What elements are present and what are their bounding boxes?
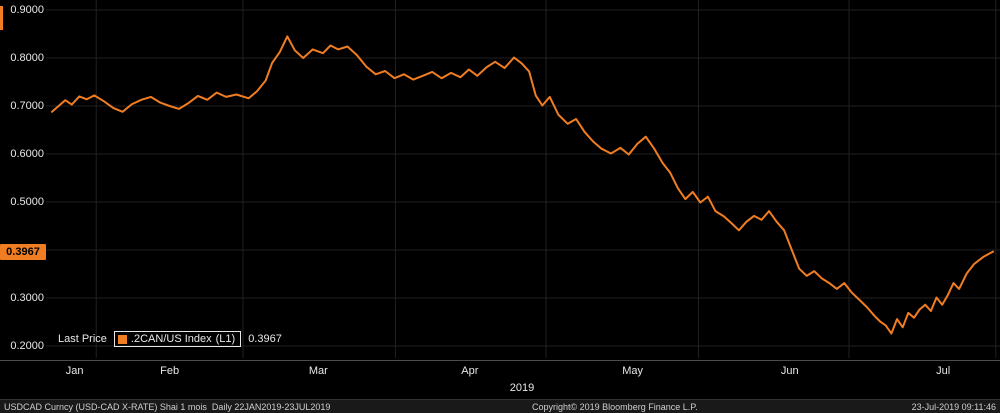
y-tick-label: 0.7000	[10, 100, 44, 112]
timestamp: 23-Jul-2019 09:11:46	[911, 402, 996, 412]
last-price-value: 0.3967	[6, 245, 40, 258]
security-description: USDCAD Curncy (USD-CAD X-RATE) Shai 1 mo…	[4, 402, 331, 412]
y-tick-label: 0.9000	[10, 4, 44, 16]
x-tick-label: Jun	[780, 365, 799, 377]
y-tick-label: 0.8000	[10, 52, 44, 64]
legend-title: Last Price	[58, 333, 107, 345]
x-tick-label: Apr	[461, 365, 479, 377]
chart-canvas[interactable]	[0, 0, 1000, 360]
legend-last-value: 0.3967	[248, 333, 282, 345]
x-tick-label: Jul	[936, 365, 951, 377]
x-tick-label: Mar	[308, 365, 328, 377]
last-price-badge: 0.3967	[0, 243, 46, 260]
status-bar: USDCAD Curncy (USD-CAD X-RATE) Shai 1 mo…	[0, 399, 1000, 413]
copyright-text: Copyright© 2019 Bloomberg Finance L.P.	[532, 402, 698, 412]
series-swatch-icon	[117, 334, 127, 344]
x-tick-label: Jan	[65, 365, 84, 377]
legend: Last Price .2CAN/US Index (L1) 0.3967	[58, 331, 282, 347]
x-tick-label: May	[622, 365, 643, 377]
legend-series[interactable]: .2CAN/US Index (L1)	[113, 331, 242, 347]
series-tag: (L1)	[215, 333, 236, 345]
y-axis: 0.9000 0.8000 0.7000 0.6000 0.5000 0.3000 0.20…	[0, 0, 46, 360]
y-tick-label: 0.2000	[10, 340, 44, 352]
left-edge-marker	[0, 6, 3, 30]
y-tick-label: 0.6000	[10, 148, 44, 160]
x-tick-label: Feb	[160, 365, 180, 377]
series-name: .2CAN/US Index	[130, 333, 212, 345]
y-tick-label: 0.5000	[10, 196, 44, 208]
x-axis-year: 2019	[509, 382, 535, 394]
x-axis: 2019 Jan Feb Mar Apr May Jun Jul	[0, 360, 1000, 400]
chart-area: 0.9000 0.8000 0.7000 0.6000 0.5000 0.3000 0.20…	[0, 0, 1000, 360]
y-tick-label: 0.3000	[10, 292, 44, 304]
